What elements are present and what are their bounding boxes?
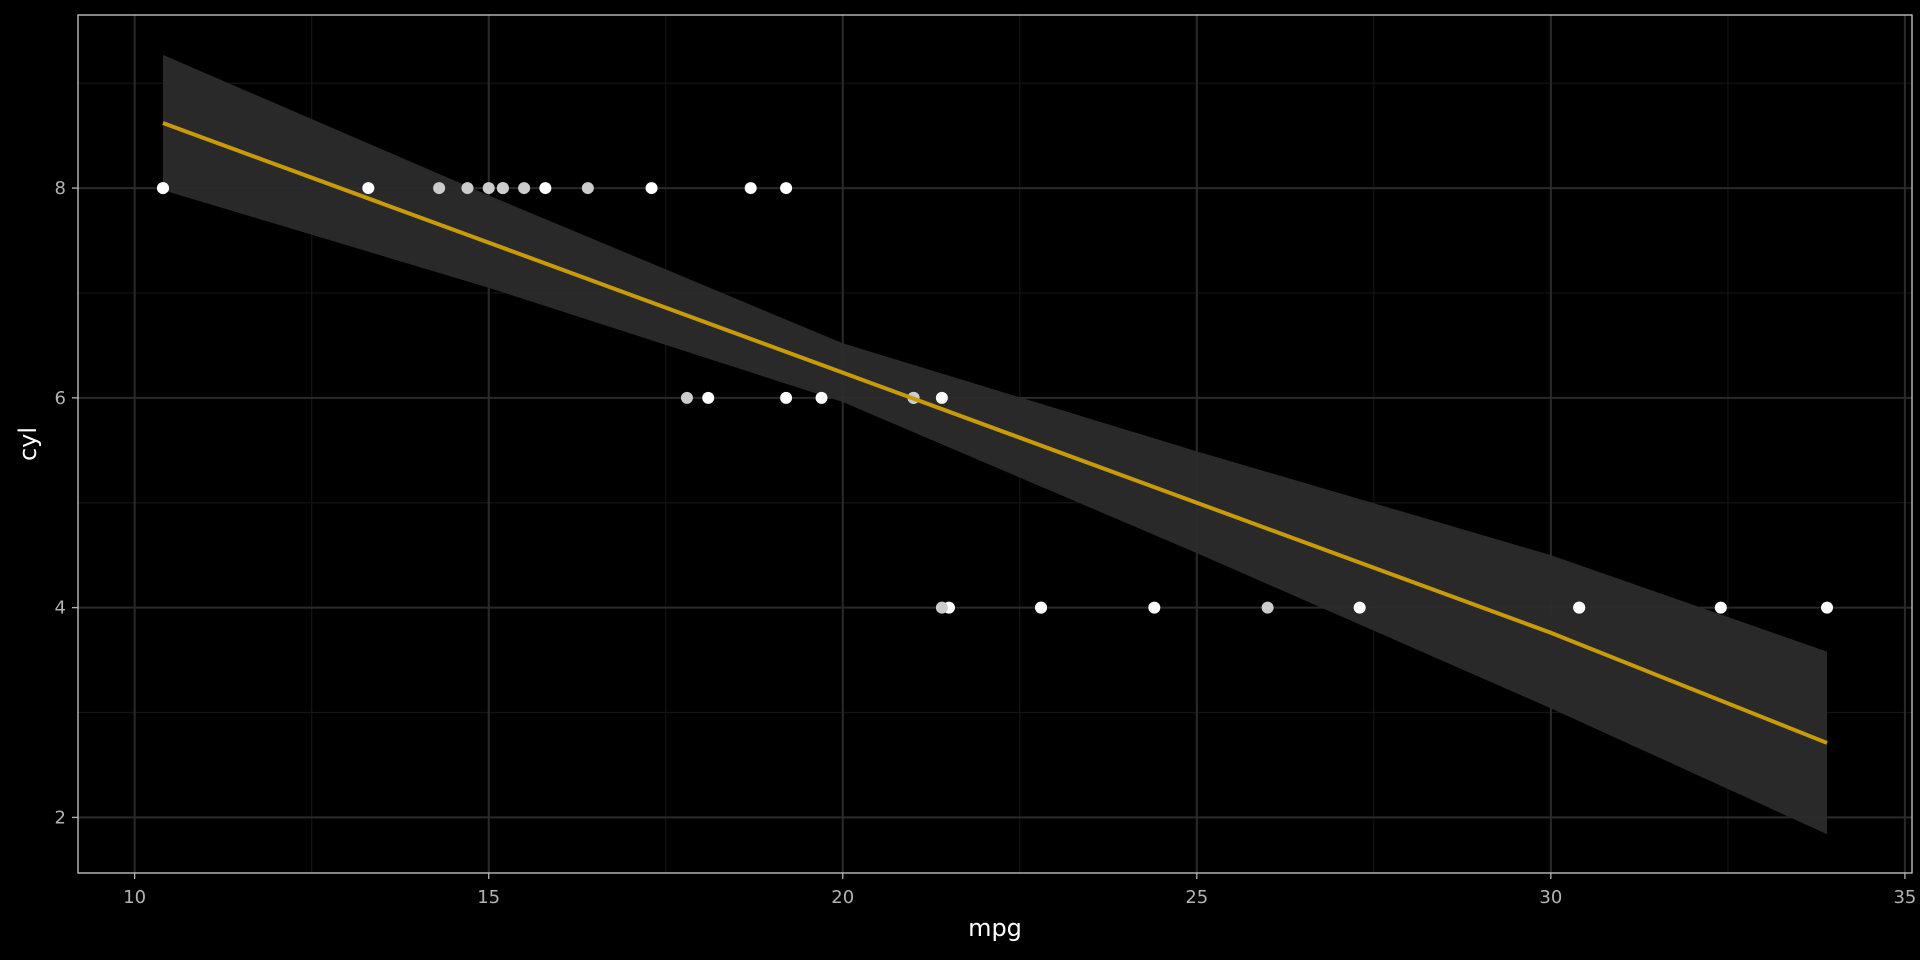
x-tick-label: 20: [831, 887, 854, 908]
x-tick-label: 35: [1893, 887, 1916, 908]
data-point: [518, 182, 531, 195]
data-point: [935, 391, 948, 404]
data-point: [581, 182, 594, 195]
data-point: [461, 182, 474, 195]
data-point: [702, 391, 715, 404]
data-point: [815, 391, 828, 404]
data-point: [680, 391, 693, 404]
data-point: [1573, 601, 1586, 614]
data-point: [744, 182, 757, 195]
y-tick-label: 4: [55, 598, 66, 619]
data-point: [935, 601, 948, 614]
y-axis-title: cyl: [14, 427, 42, 461]
data-point: [496, 182, 509, 195]
data-point: [1353, 601, 1366, 614]
data-point: [780, 391, 793, 404]
data-point: [1148, 601, 1161, 614]
y-tick-label: 8: [55, 178, 66, 199]
data-point: [433, 182, 446, 195]
data-point: [1714, 601, 1727, 614]
data-point: [156, 182, 169, 195]
data-point: [1261, 601, 1274, 614]
data-point: [362, 182, 375, 195]
data-point: [539, 182, 552, 195]
regression-line: [162, 121, 1828, 745]
data-point: [780, 182, 793, 195]
grid-major: [78, 15, 1912, 873]
x-axis-ticks: 10 15 20 25 30 35: [123, 873, 1916, 908]
x-tick-label: 30: [1539, 887, 1562, 908]
panel-border: [77, 14, 1913, 874]
confidence-ribbon: [162, 54, 1828, 835]
data-point: [1035, 601, 1048, 614]
x-tick-label: 25: [1185, 887, 1208, 908]
data-point: [482, 182, 495, 195]
y-axis-ticks: 2 4 6 8: [55, 178, 78, 828]
y-tick-label: 6: [55, 388, 66, 409]
x-tick-label: 15: [477, 887, 500, 908]
data-point: [1821, 601, 1834, 614]
x-tick-label: 10: [123, 887, 146, 908]
y-tick-label: 2: [55, 807, 66, 828]
x-axis-title: mpg: [968, 914, 1022, 942]
data-point: [645, 182, 658, 195]
